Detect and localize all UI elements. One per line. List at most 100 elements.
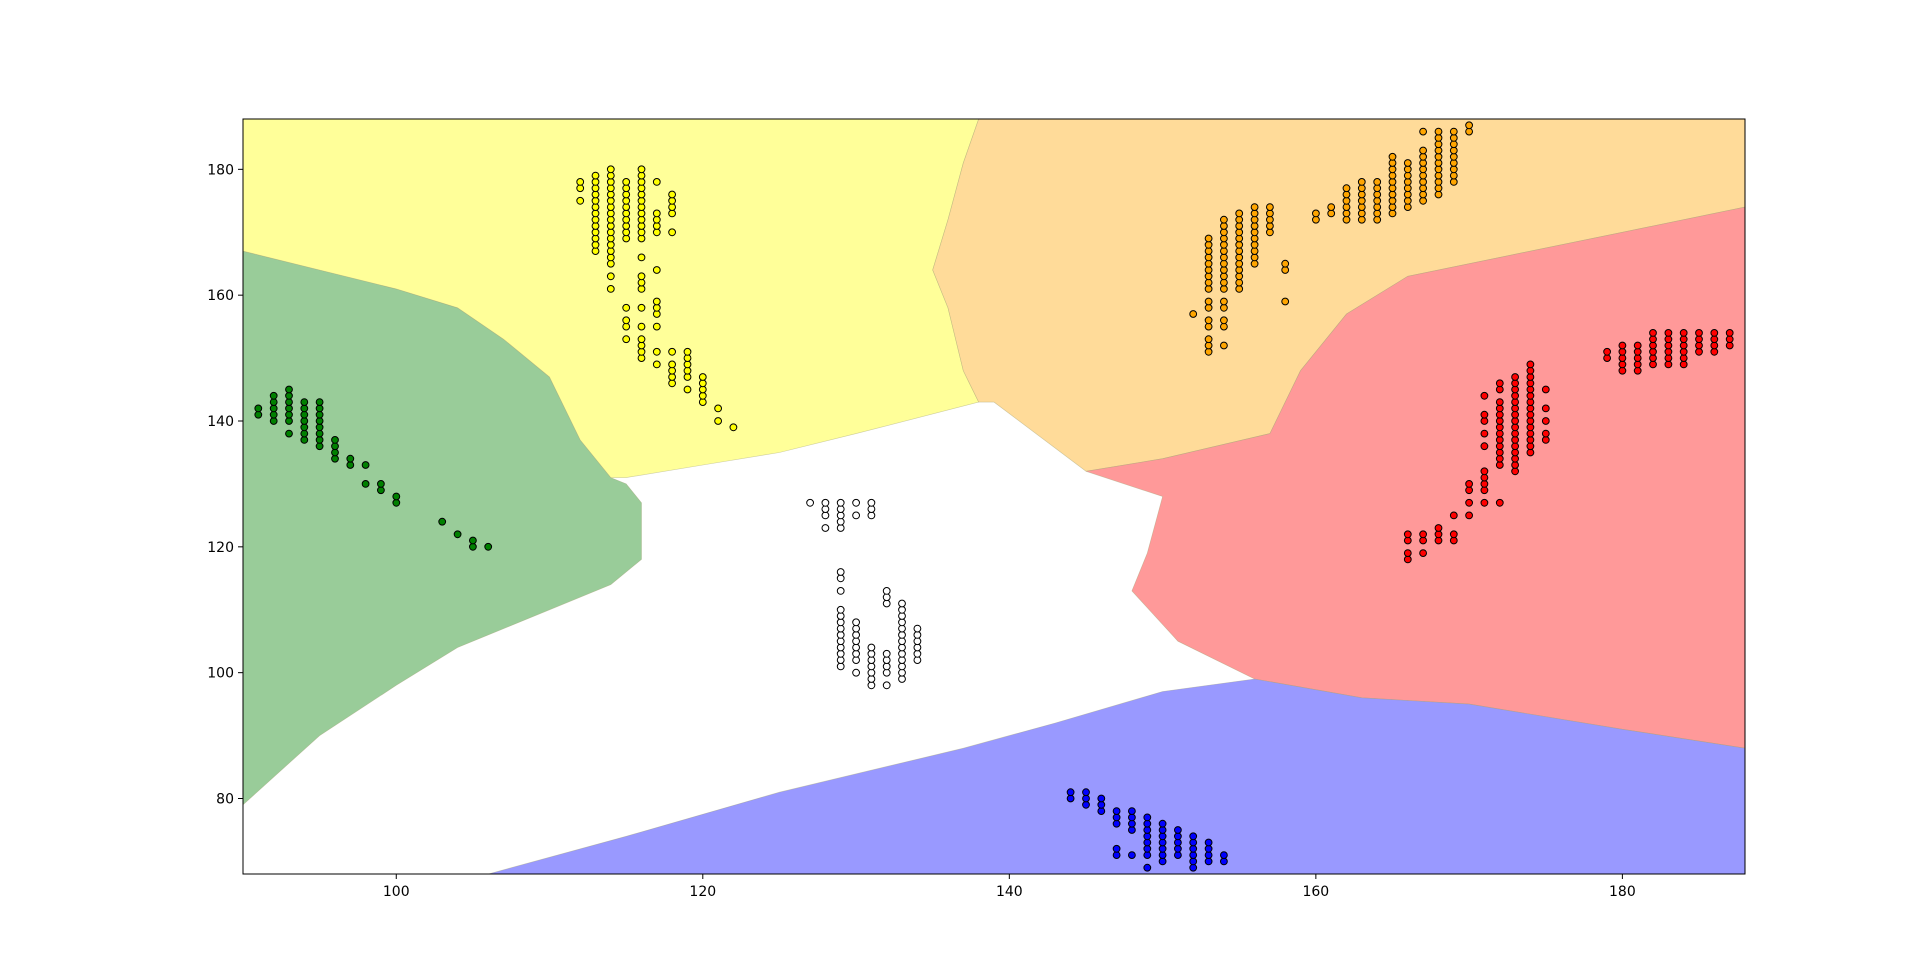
x-tick-label: 180 [1609,884,1636,900]
data-point [1710,341,1719,350]
data-point [300,410,309,419]
data-point [1128,826,1136,834]
data-point [1327,203,1336,212]
data-point [637,171,646,180]
data-point [453,530,462,539]
data-point [1511,404,1519,413]
data-point [1679,329,1688,337]
data-point [1235,209,1244,218]
data-point [1220,297,1228,306]
data-point [469,536,477,545]
data-point [591,228,600,237]
series-0 [254,385,493,551]
data-point [1541,417,1550,425]
data-point [606,196,615,205]
data-point [1541,429,1550,438]
data-point [1403,171,1412,180]
data-point [1695,329,1703,337]
data-point [1235,272,1244,281]
data-point [1143,832,1152,841]
data-point [668,360,676,369]
data-point [1112,844,1121,853]
data-point [1526,442,1535,451]
data-point [1112,851,1121,859]
data-point [1511,442,1519,451]
data-point [1618,347,1627,356]
data-point [637,184,646,193]
data-point [913,643,922,652]
data-point [377,480,385,488]
data-point [1204,341,1213,350]
data-point [1250,209,1259,218]
data-point [1419,127,1427,136]
data-point [898,605,906,614]
data-point [1357,178,1366,186]
data-point [315,442,324,451]
data-point [637,215,646,224]
data-point [1250,240,1259,249]
data-point [652,178,661,186]
data-point [1664,347,1673,356]
data-point [836,524,845,532]
data-point [1419,178,1427,186]
data-point [1235,240,1244,249]
data-point [331,442,339,451]
data-point [1679,347,1688,356]
data-point [852,624,860,633]
data-point [1449,511,1458,520]
data-point [652,222,661,230]
data-point [1449,171,1458,180]
data-point [1511,461,1519,469]
data-point [1649,347,1657,356]
data-point [1189,844,1198,853]
data-point [1220,266,1228,274]
data-point [1373,215,1382,224]
data-point [1403,530,1412,539]
data-point [1618,341,1627,350]
data-point [1388,196,1397,205]
data-point [1189,863,1198,872]
data-point [637,285,646,293]
plot-area [242,118,1746,875]
data-point [1112,819,1121,828]
data-point [867,662,876,671]
data-point [1342,196,1351,205]
data-point [1419,152,1427,161]
series-4 [1066,788,1228,872]
data-point [606,178,615,186]
data-point [1710,335,1719,344]
data-point [606,190,615,199]
data-point [591,209,600,218]
data-point [1434,184,1443,193]
data-point [1066,794,1075,803]
data-point [315,398,324,407]
data-point [1541,404,1550,413]
data-point [1434,530,1443,539]
data-point [1235,215,1244,224]
data-point [1495,498,1504,507]
data-point [1434,178,1443,186]
data-point [1220,316,1228,325]
data-point [1220,253,1228,262]
data-point [1388,209,1397,218]
data-point [1511,398,1519,407]
data-point [1158,851,1167,859]
data-point [1465,498,1473,507]
data-point [1388,203,1397,212]
data-point [1373,203,1382,212]
data-point [1725,329,1734,337]
data-point [1220,341,1228,350]
data-point [1511,448,1519,457]
data-point [1281,297,1290,306]
data-point [836,656,845,664]
data-point [1204,253,1213,262]
data-point [591,196,600,205]
data-point [1526,398,1535,407]
data-point [714,404,722,413]
data-point [1403,203,1412,212]
data-point [913,624,922,633]
data-point [1511,467,1519,476]
data-point [361,480,370,488]
data-point [1679,360,1688,369]
data-point [1649,335,1657,344]
